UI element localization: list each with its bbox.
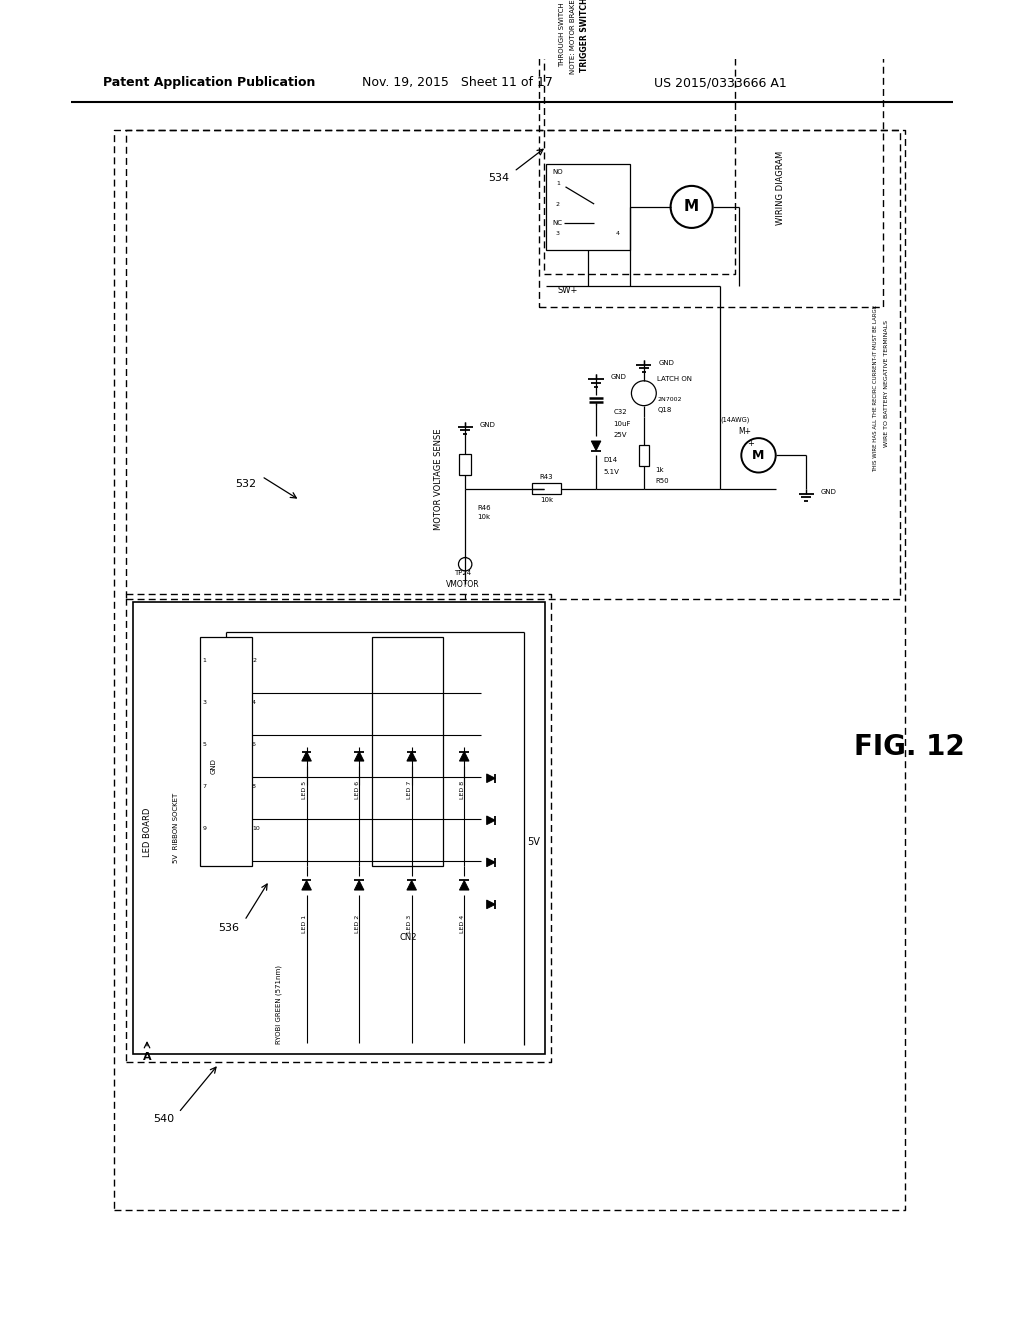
Text: M: M bbox=[684, 199, 699, 214]
Text: LED 2: LED 2 bbox=[354, 915, 359, 933]
Polygon shape bbox=[302, 880, 311, 890]
Text: GND: GND bbox=[820, 488, 837, 495]
Text: M: M bbox=[753, 449, 765, 462]
Bar bbox=[547, 164, 631, 249]
Text: 8: 8 bbox=[252, 784, 256, 789]
Text: +: + bbox=[748, 440, 755, 449]
Text: D14: D14 bbox=[604, 457, 617, 463]
Text: 5V  RIBBON SOCKET: 5V RIBBON SOCKET bbox=[173, 793, 178, 863]
Text: 4: 4 bbox=[252, 701, 256, 705]
Text: Patent Application Publication: Patent Application Publication bbox=[103, 77, 315, 90]
Text: R46: R46 bbox=[477, 504, 492, 511]
Text: CN2: CN2 bbox=[399, 933, 417, 942]
Bar bbox=[200, 636, 252, 866]
Polygon shape bbox=[486, 900, 496, 908]
Polygon shape bbox=[486, 774, 496, 783]
Text: GND: GND bbox=[610, 374, 627, 380]
Polygon shape bbox=[354, 880, 364, 890]
Text: 1: 1 bbox=[556, 181, 560, 186]
Text: 9: 9 bbox=[203, 826, 206, 832]
Text: VMOTOR: VMOTOR bbox=[445, 579, 479, 589]
Text: (14AWG): (14AWG) bbox=[720, 417, 750, 424]
Text: LED 3: LED 3 bbox=[408, 915, 413, 933]
Text: 3: 3 bbox=[556, 231, 560, 236]
Text: LED 5: LED 5 bbox=[302, 780, 307, 799]
Text: 534: 534 bbox=[488, 173, 509, 183]
Text: C32: C32 bbox=[613, 409, 627, 416]
Polygon shape bbox=[486, 816, 496, 825]
Text: LED 1: LED 1 bbox=[302, 915, 307, 932]
Text: FIG. 12: FIG. 12 bbox=[854, 733, 965, 760]
Text: 540: 540 bbox=[154, 1114, 175, 1125]
Text: A: A bbox=[142, 1052, 152, 1063]
Text: LED 6: LED 6 bbox=[354, 780, 359, 799]
Text: 5V: 5V bbox=[527, 837, 541, 847]
Text: 536: 536 bbox=[218, 923, 239, 933]
Bar bbox=[639, 445, 649, 466]
Polygon shape bbox=[407, 751, 417, 762]
Text: WIRE TO BATTERY NEGATIVE TERMINALS: WIRE TO BATTERY NEGATIVE TERMINALS bbox=[884, 321, 889, 447]
Text: THROUGH SWITCH: THROUGH SWITCH bbox=[559, 3, 564, 67]
Text: LED BOARD: LED BOARD bbox=[142, 808, 152, 858]
Bar bbox=[372, 636, 443, 866]
Text: SW+: SW+ bbox=[558, 285, 579, 294]
Text: 2N7002: 2N7002 bbox=[657, 397, 682, 403]
Text: 7: 7 bbox=[203, 784, 206, 789]
Text: 5.1V: 5.1V bbox=[604, 469, 620, 475]
Text: 10k: 10k bbox=[540, 498, 553, 503]
Text: GND: GND bbox=[211, 758, 217, 774]
Text: 6: 6 bbox=[252, 742, 256, 747]
Text: 4: 4 bbox=[615, 231, 620, 236]
Text: 5: 5 bbox=[203, 742, 206, 747]
Text: THIS WIRE HAS ALL THE RECIRC CURRENT-IT MUST BE LARGE: THIS WIRE HAS ALL THE RECIRC CURRENT-IT … bbox=[872, 305, 878, 473]
Text: R43: R43 bbox=[540, 474, 553, 480]
Text: MOTOR VOLTAGE SENSE: MOTOR VOLTAGE SENSE bbox=[434, 429, 443, 529]
Text: 10: 10 bbox=[252, 826, 260, 832]
Polygon shape bbox=[460, 880, 469, 890]
Text: TRIGGER SWITCH: TRIGGER SWITCH bbox=[581, 0, 589, 73]
Text: Q18: Q18 bbox=[657, 408, 672, 413]
Polygon shape bbox=[407, 880, 417, 890]
Text: 10k: 10k bbox=[477, 515, 490, 520]
Text: GND: GND bbox=[658, 359, 674, 366]
Text: 1: 1 bbox=[203, 659, 206, 663]
Text: 25V: 25V bbox=[613, 432, 627, 438]
Text: R50: R50 bbox=[655, 478, 669, 484]
Bar bbox=[460, 454, 471, 475]
Text: LATCH ON: LATCH ON bbox=[657, 376, 692, 381]
Polygon shape bbox=[486, 858, 496, 867]
Text: WIRING DIAGRAM: WIRING DIAGRAM bbox=[776, 150, 785, 224]
Text: LED 8: LED 8 bbox=[460, 780, 465, 799]
Text: GND: GND bbox=[479, 422, 496, 428]
Polygon shape bbox=[460, 751, 469, 762]
Text: TP24: TP24 bbox=[454, 570, 471, 576]
Text: NO: NO bbox=[552, 169, 563, 174]
Text: 10uF: 10uF bbox=[613, 421, 631, 426]
Text: LED 7: LED 7 bbox=[408, 780, 413, 799]
Text: NC: NC bbox=[552, 220, 562, 226]
Text: 532: 532 bbox=[234, 479, 256, 488]
Text: NOTE: MOTOR BRAKES: NOTE: MOTOR BRAKES bbox=[570, 0, 577, 74]
Text: US 2015/0333666 A1: US 2015/0333666 A1 bbox=[654, 77, 786, 90]
Text: Nov. 19, 2015   Sheet 11 of 17: Nov. 19, 2015 Sheet 11 of 17 bbox=[362, 77, 553, 90]
Text: LED 4: LED 4 bbox=[460, 915, 465, 933]
Polygon shape bbox=[591, 441, 601, 450]
Text: 2: 2 bbox=[252, 659, 256, 663]
Text: 3: 3 bbox=[203, 701, 206, 705]
Bar bbox=[532, 483, 561, 495]
Polygon shape bbox=[354, 751, 364, 762]
Text: 1k: 1k bbox=[655, 467, 664, 473]
Text: RYOBI GREEN (571nm): RYOBI GREEN (571nm) bbox=[275, 965, 283, 1044]
Polygon shape bbox=[302, 751, 311, 762]
Text: 2: 2 bbox=[556, 202, 560, 206]
Text: M+: M+ bbox=[738, 426, 752, 436]
Bar bbox=[133, 602, 546, 1055]
